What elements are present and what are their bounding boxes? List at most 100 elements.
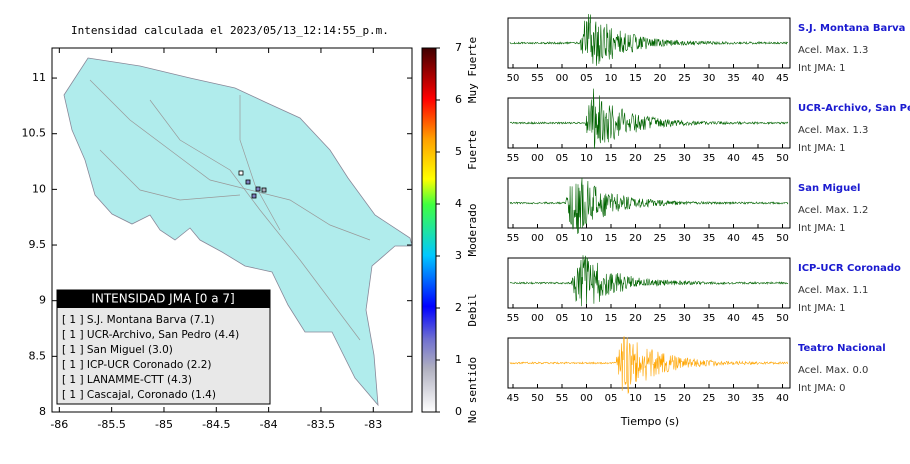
time-tick-label: 10	[580, 313, 593, 324]
time-tick-label: 20	[678, 393, 691, 404]
time-tick-label: 10	[605, 73, 618, 84]
legend-title: INTENSIDAD JMA [0 a 7]	[91, 292, 234, 306]
station-name: ICP-UCR Coronado	[798, 263, 901, 274]
time-tick-label: 25	[654, 313, 667, 324]
time-tick-label: 25	[703, 393, 716, 404]
waveform	[509, 177, 789, 234]
time-tick-label: 50	[531, 393, 544, 404]
time-tick-label: 05	[580, 73, 593, 84]
time-tick-label: 35	[752, 393, 765, 404]
station-intensity: Int JMA: 1	[798, 63, 846, 74]
time-tick-label: 00	[531, 313, 544, 324]
time-tick-label: 25	[654, 153, 667, 164]
time-tick-label: 30	[727, 393, 740, 404]
time-tick-label: 00	[531, 233, 544, 244]
time-tick-label: 00	[531, 153, 544, 164]
station-intensity: Int JMA: 1	[798, 303, 846, 314]
waveform	[509, 13, 789, 66]
time-tick-label: 50	[776, 153, 789, 164]
x-tick-label: -83.5	[307, 418, 335, 431]
time-tick-label: 45	[507, 393, 520, 404]
country-shape	[63, 57, 412, 407]
y-tick-label: 10	[32, 182, 46, 195]
legend-item: [ 1 ] S.J. Montana Barva (7.1)	[62, 314, 215, 326]
legend-header	[57, 290, 270, 308]
time-tick-label: 15	[605, 153, 618, 164]
colorbar-tick-label: 3	[455, 249, 462, 262]
station-intensity: Int JMA: 1	[798, 223, 846, 234]
waveform	[509, 336, 788, 395]
time-tick-label: 05	[556, 313, 569, 324]
x-tick-label: -85	[155, 418, 173, 431]
roads	[89, 79, 371, 341]
waveform	[509, 88, 789, 149]
colorbar-tick-label: 0	[455, 405, 462, 418]
colorbar-label: Moderado	[466, 204, 479, 257]
time-tick-label: 10	[580, 233, 593, 244]
time-tick-label: 25	[654, 233, 667, 244]
time-tick-label: 15	[605, 233, 618, 244]
x-tick-label: -86	[50, 418, 68, 431]
time-tick-label: 10	[580, 153, 593, 164]
time-tick-label: 45	[752, 233, 765, 244]
station-accel: Acel. Max. 0.0	[798, 365, 868, 376]
colorbar-label: Debil	[466, 293, 479, 326]
time-tick-label: 35	[703, 233, 716, 244]
time-tick-label: 55	[507, 153, 520, 164]
colorbar-tick-label: 6	[455, 93, 462, 106]
legend-item: [ 1 ] LANAMME-CTT (4.3)	[62, 374, 192, 386]
station-intensity: Int JMA: 0	[798, 383, 846, 394]
time-tick-label: 45	[752, 313, 765, 324]
x-tick-label: -83	[364, 418, 382, 431]
y-tick-label: 9	[39, 294, 46, 307]
time-tick-label: 30	[678, 233, 691, 244]
time-axis-label: Tiempo (s)	[620, 415, 679, 428]
colorbar-tick-label: 2	[455, 301, 462, 314]
time-tick-label: 20	[629, 313, 642, 324]
time-tick-label: 35	[703, 153, 716, 164]
y-tick-label: 8	[39, 405, 46, 418]
time-tick-label: 15	[629, 73, 642, 84]
y-tick-label: 8.5	[29, 349, 47, 362]
time-tick-label: 45	[752, 153, 765, 164]
time-tick-label: 20	[629, 233, 642, 244]
station-name: Teatro Nacional	[798, 343, 886, 354]
time-tick-label: 20	[654, 73, 667, 84]
station-markers	[238, 170, 267, 199]
time-tick-label: 35	[727, 73, 740, 84]
time-tick-label: 50	[776, 233, 789, 244]
y-tick-label: 11	[32, 71, 46, 84]
time-tick-label: 55	[507, 313, 520, 324]
y-tick-label: 9.5	[29, 238, 47, 251]
time-tick-label: 55	[556, 393, 569, 404]
time-tick-label: 25	[678, 73, 691, 84]
map-title: Intensidad calculada el 2023/05/13_12:14…	[71, 24, 389, 37]
time-tick-label: 00	[580, 393, 593, 404]
time-tick-label: 35	[703, 313, 716, 324]
time-tick-label: 05	[556, 233, 569, 244]
time-tick-label: 55	[507, 233, 520, 244]
colorbar-label: No sentido	[466, 357, 479, 423]
colorbar	[421, 47, 437, 413]
station-accel: Acel. Max. 1.2	[798, 205, 868, 216]
time-tick-label: 05	[556, 153, 569, 164]
time-tick-label: 40	[752, 73, 765, 84]
colorbar-label: Muy Fuerte	[466, 37, 479, 103]
time-tick-label: 40	[727, 233, 740, 244]
colorbar-tick-label: 4	[455, 197, 462, 210]
x-tick-label: -85.5	[97, 418, 125, 431]
station-name: S.J. Montana Barva	[798, 23, 905, 34]
time-tick-label: 00	[556, 73, 569, 84]
waveform	[509, 255, 789, 307]
station-name: San Miguel	[798, 183, 860, 194]
time-tick-label: 05	[605, 393, 618, 404]
colorbar-tick-label: 1	[455, 353, 462, 366]
time-tick-label: 40	[776, 393, 789, 404]
x-tick-label: -84	[260, 418, 278, 431]
time-tick-label: 15	[605, 313, 618, 324]
legend-item: [ 1 ] UCR-Archivo, San Pedro (4.4)	[62, 329, 239, 341]
time-tick-label: 50	[776, 313, 789, 324]
time-tick-label: 30	[678, 313, 691, 324]
time-tick-label: 55	[531, 73, 544, 84]
